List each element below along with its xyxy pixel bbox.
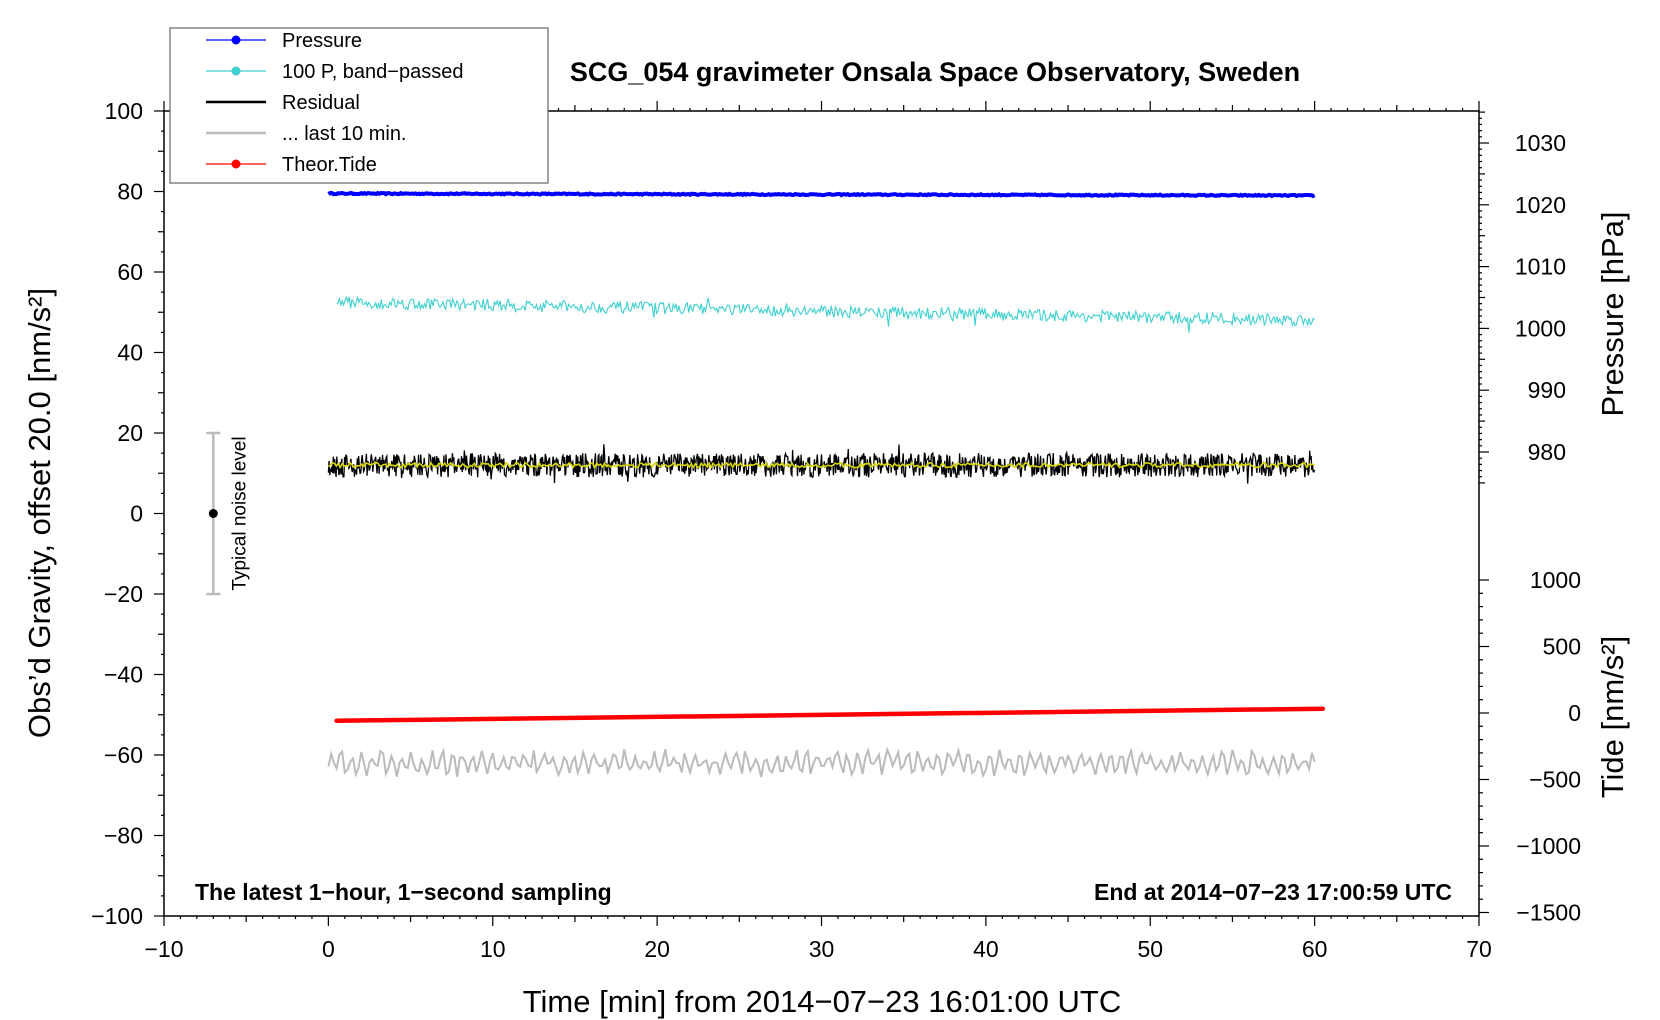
y-tick-label: 40 <box>117 340 143 366</box>
series-last-10-min <box>327 746 1316 779</box>
y-tick-label: −100 <box>91 903 143 929</box>
y-tick-label: 100 <box>105 98 143 124</box>
legend-marker <box>231 159 241 169</box>
x-tick-label: 20 <box>644 936 670 962</box>
x-tick-label: 50 <box>1137 936 1163 962</box>
tide-tick-label: 0 <box>1568 700 1581 726</box>
legend-marker <box>231 66 241 76</box>
pressure-tick-label: 990 <box>1528 377 1566 403</box>
y-tick-label: −60 <box>104 742 143 768</box>
y-tick-label: 80 <box>117 179 143 205</box>
x-tick-label: 30 <box>809 936 835 962</box>
y-axis-label-pressure: Pressure [hPa] <box>1595 211 1630 416</box>
legend-label: Pressure <box>282 30 362 52</box>
y-tick-label: 0 <box>130 501 143 527</box>
pressure-tick-label: 1000 <box>1515 315 1566 341</box>
pressure-tick-label: 1010 <box>1515 254 1566 280</box>
tide-tick-label: −500 <box>1529 767 1581 793</box>
tick-labels: −10 0 10 20 30 40 50 60 70−100−80−60−40−20020406… <box>91 98 1581 962</box>
x-tick-label: 0 <box>322 936 335 962</box>
y-tick-label: 60 <box>117 259 143 285</box>
series-pressure <box>327 190 1316 199</box>
tide-tick-label: 1000 <box>1530 567 1581 593</box>
x-tick-label: 70 <box>1466 936 1492 962</box>
annotation-sampling: The latest 1−hour, 1−second sampling <box>195 879 612 905</box>
annotation-end-time: End at 2014−07−23 17:00:59 UTC <box>1094 879 1452 905</box>
y-axis-label-left: Obs’d Gravity, offset 20.0 [nm/s²] <box>22 288 57 738</box>
pressure-tick-label: 980 <box>1528 439 1566 465</box>
tide-tick-label: −1000 <box>1516 833 1581 859</box>
legend-label: Theor.Tide <box>282 154 377 176</box>
pressure-tick-label: 1020 <box>1515 192 1566 218</box>
y-tick-label: −40 <box>104 662 143 688</box>
x-tick-label: −10 <box>144 936 183 962</box>
noise-label: Typical noise level <box>229 436 250 590</box>
plot-frame <box>163 110 1480 917</box>
y-tick-label: −20 <box>104 581 143 607</box>
x-axis-label: Time [min] from 2014−07−23 16:01:00 UTC <box>523 984 1122 1019</box>
y-tick-label: 20 <box>117 420 143 446</box>
legend-label: ... last 10 min. <box>282 123 407 145</box>
series-band-passed <box>336 295 1315 333</box>
noise-center-dot <box>208 509 218 518</box>
series-group <box>327 190 1326 779</box>
legend-box <box>169 27 549 184</box>
series-residual-smoothed <box>327 461 1315 470</box>
legend-items: Pressure 100 P, band−passed Residual ... la… <box>206 30 463 176</box>
tide-tick-label: 500 <box>1543 634 1581 660</box>
chart-title: SCG_054 gravimeter Onsala Space Observat… <box>570 57 1300 87</box>
legend-marker <box>231 35 241 45</box>
y-tick-label: −80 <box>104 823 143 849</box>
x-tick-label: 40 <box>973 936 999 962</box>
tide-tick-label: −1500 <box>1516 900 1581 926</box>
legend-label: 100 P, band−passed <box>282 61 463 83</box>
noise-indicator: Typical noise level <box>206 431 250 596</box>
x-tick-label: 60 <box>1302 936 1328 962</box>
x-tick-label: 10 <box>480 936 506 962</box>
legend: Pressure 100 P, band−passed Residual ... la… <box>169 27 549 184</box>
pressure-tick-label: 1030 <box>1515 130 1566 156</box>
series-theor-tide <box>334 706 1326 724</box>
ticks <box>154 101 1489 926</box>
legend-label: Residual <box>282 92 360 114</box>
y-axis-label-tide: Tide [nm/s²] <box>1595 636 1630 799</box>
